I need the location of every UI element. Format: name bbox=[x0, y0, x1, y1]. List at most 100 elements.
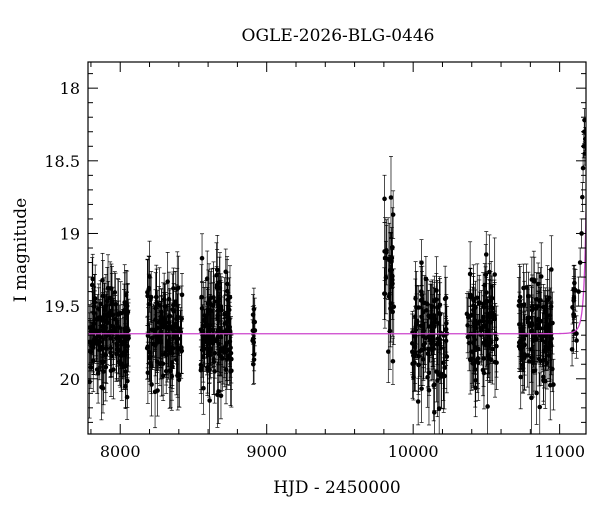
point-marker bbox=[123, 369, 128, 375]
point-marker bbox=[432, 410, 437, 415]
data-point bbox=[486, 283, 492, 351]
point-marker bbox=[492, 315, 497, 321]
point-marker bbox=[390, 245, 395, 250]
point-marker bbox=[479, 327, 484, 333]
data-point bbox=[580, 182, 585, 213]
data-point bbox=[106, 281, 111, 352]
point-marker bbox=[88, 379, 92, 385]
data-point bbox=[431, 281, 437, 349]
data-point bbox=[526, 271, 531, 321]
point-marker bbox=[382, 291, 388, 297]
point-marker bbox=[439, 371, 444, 377]
point-marker bbox=[465, 315, 471, 320]
point-marker bbox=[580, 194, 585, 200]
point-marker bbox=[179, 345, 184, 350]
point-marker bbox=[427, 337, 433, 343]
point-marker bbox=[537, 404, 543, 410]
data-point bbox=[163, 304, 169, 352]
data-point bbox=[492, 237, 497, 312]
point-marker bbox=[122, 300, 127, 305]
point-marker bbox=[438, 345, 443, 351]
point-marker bbox=[251, 340, 257, 345]
point-marker bbox=[532, 368, 538, 373]
data-point bbox=[574, 315, 579, 352]
point-marker bbox=[151, 341, 156, 347]
data-point bbox=[388, 156, 394, 239]
point-marker bbox=[483, 338, 489, 343]
data-point bbox=[390, 337, 396, 385]
point-marker bbox=[100, 293, 106, 299]
data-point bbox=[93, 301, 99, 360]
point-marker bbox=[176, 285, 181, 291]
data-point bbox=[175, 319, 180, 378]
point-marker bbox=[110, 312, 115, 318]
point-marker bbox=[99, 328, 105, 333]
data-point bbox=[222, 317, 227, 379]
point-marker bbox=[487, 342, 492, 348]
point-marker bbox=[108, 328, 114, 334]
point-marker bbox=[199, 255, 205, 261]
point-marker bbox=[101, 359, 107, 364]
data-point bbox=[489, 284, 495, 341]
point-marker bbox=[166, 320, 172, 325]
data-point bbox=[483, 312, 489, 369]
point-marker bbox=[218, 334, 224, 340]
point-marker bbox=[484, 298, 489, 304]
point-marker bbox=[435, 305, 440, 310]
point-marker bbox=[485, 404, 490, 409]
data-point bbox=[251, 287, 257, 331]
data-point bbox=[123, 334, 128, 410]
point-marker bbox=[419, 386, 424, 391]
data-point bbox=[521, 272, 527, 339]
point-marker bbox=[518, 374, 524, 380]
point-marker bbox=[207, 398, 212, 403]
point-marker bbox=[474, 295, 480, 301]
point-marker bbox=[384, 248, 389, 253]
point-marker bbox=[577, 260, 583, 265]
point-marker bbox=[481, 370, 487, 376]
data-point bbox=[416, 320, 421, 392]
x-tick-label: 9000 bbox=[246, 442, 287, 461]
y-tick-label: 18.5 bbox=[44, 152, 80, 171]
point-marker bbox=[170, 307, 175, 312]
x-tick-label: 10000 bbox=[388, 442, 439, 461]
data-point bbox=[474, 327, 480, 393]
data-point bbox=[382, 174, 387, 223]
point-marker bbox=[551, 382, 556, 387]
data-point bbox=[210, 318, 216, 369]
data-point bbox=[386, 320, 391, 383]
point-marker bbox=[107, 295, 113, 301]
data-point bbox=[473, 302, 478, 352]
point-marker bbox=[571, 312, 576, 317]
point-marker bbox=[466, 340, 472, 346]
point-marker bbox=[529, 304, 535, 310]
point-marker bbox=[205, 341, 211, 346]
point-marker bbox=[416, 305, 422, 310]
point-marker bbox=[538, 318, 543, 324]
data-point bbox=[160, 350, 166, 401]
point-marker bbox=[541, 304, 546, 310]
point-marker bbox=[112, 290, 118, 295]
data-point bbox=[517, 328, 523, 370]
point-marker bbox=[98, 301, 103, 307]
point-marker bbox=[103, 364, 109, 370]
point-marker bbox=[224, 288, 230, 294]
point-marker bbox=[532, 332, 538, 337]
point-marker bbox=[91, 340, 97, 346]
data-point bbox=[160, 282, 166, 355]
point-marker bbox=[104, 320, 110, 325]
data-point bbox=[483, 231, 489, 278]
point-marker bbox=[116, 348, 122, 353]
y-tick-label: 19.5 bbox=[44, 297, 80, 316]
chart-title: OGLE-2026-BLG-0446 bbox=[242, 26, 435, 46]
data-point bbox=[541, 337, 547, 384]
point-marker bbox=[525, 319, 531, 325]
data-point bbox=[116, 319, 122, 382]
data-point bbox=[384, 225, 389, 276]
y-tick-label: 19 bbox=[60, 224, 80, 243]
y-tick-label: 20 bbox=[60, 370, 80, 389]
data-point bbox=[468, 267, 473, 322]
point-marker bbox=[252, 319, 258, 325]
point-marker bbox=[437, 312, 443, 317]
point-marker bbox=[170, 346, 176, 351]
